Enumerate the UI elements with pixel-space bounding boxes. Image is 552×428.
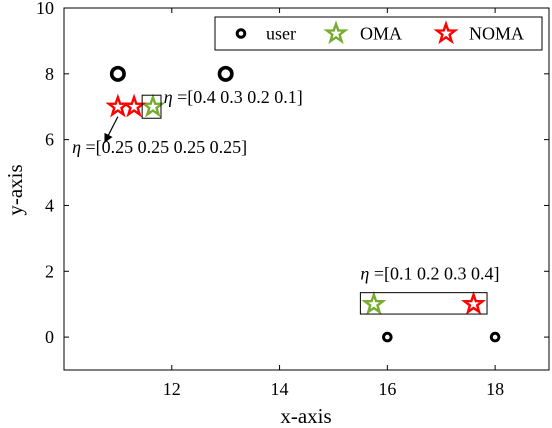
legend-box (214, 16, 543, 51)
x-tick-label: 18 (486, 379, 504, 399)
annotation-text-1: η =[0.4 0.3 0.2 0.1] (164, 87, 303, 107)
y-tick-label: 0 (45, 327, 54, 347)
annotation-box-1 (141, 94, 162, 119)
user-marker-2 (217, 65, 234, 82)
user-marker-3 (382, 331, 393, 343)
annotation-text-2: η =[0.25 0.25 0.25 0.25] (72, 137, 247, 157)
legend-marker-oma (323, 20, 349, 45)
oma-marker-1 (140, 93, 166, 118)
legend-marker-user (235, 28, 247, 39)
data-marks (105, 65, 501, 343)
y-tick-label: 10 (36, 0, 54, 18)
y-tick-label: 8 (45, 64, 54, 84)
legend-label-noma: NOMA (469, 24, 524, 44)
plot-frame (63, 7, 550, 371)
annotation-text-3: η =[0.1 0.2 0.3 0.4] (360, 264, 499, 284)
user-marker-4 (489, 331, 501, 343)
annotations: η =[0.4 0.3 0.2 0.1] η =[0.25 0.25 0.25 0… (72, 87, 499, 315)
oma-marker-2 (361, 291, 387, 315)
y-axis-label: y-axis (3, 164, 27, 215)
x-tick-label: 16 (378, 379, 396, 399)
noma-marker-1 (105, 93, 131, 118)
noma-marker-2 (121, 93, 147, 118)
legend: user OMA NOMA (214, 16, 543, 51)
annotation-box-3 (359, 292, 488, 315)
legend-label-user: user (266, 24, 296, 44)
y-tick-label: 6 (45, 130, 54, 150)
x-axis-label: x-axis (280, 404, 331, 428)
legend-marker-noma (433, 20, 459, 45)
x-tick-label: 12 (163, 379, 181, 399)
y-tick-label: 2 (45, 261, 54, 281)
legend-label-oma: OMA (360, 24, 402, 44)
y-tick-label: 4 (45, 195, 54, 215)
axes: 12 14 16 18 0 2 4 6 8 10 (36, 0, 550, 399)
user-marker-1 (109, 65, 126, 82)
annotation-arrow-head (104, 132, 113, 143)
noma-marker-3 (461, 291, 487, 315)
x-tick-label: 14 (271, 379, 289, 399)
